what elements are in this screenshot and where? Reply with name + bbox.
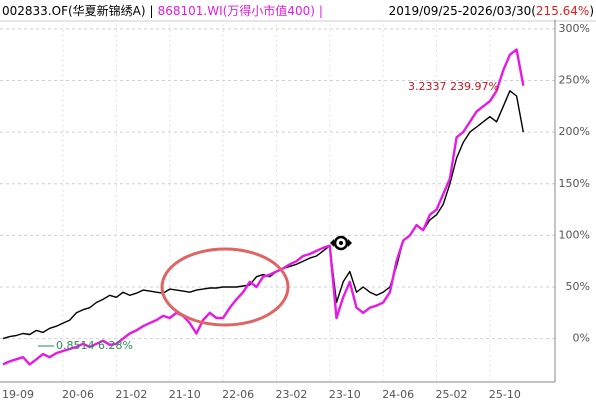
- x-tick-label: 24-06: [382, 388, 414, 401]
- series-line: [2, 90, 524, 340]
- x-tick-label: 19-09: [2, 388, 34, 401]
- header-item: 002833.OF(华夏新锦绣A): [2, 3, 146, 18]
- header-item: |: [150, 4, 154, 18]
- x-tick-label: 21-02: [115, 388, 147, 401]
- annotation: 3.2337 239.97%: [408, 80, 499, 93]
- y-tick-label: 200%: [559, 125, 590, 138]
- x-tick-label: 22-06: [222, 388, 254, 401]
- x-tick-label: 21-10: [169, 388, 201, 401]
- y-tick-label: 100%: [559, 228, 590, 241]
- y-tick-label: 250%: [559, 74, 590, 87]
- range-part: 215.64%: [536, 4, 589, 18]
- series-line: [2, 48, 525, 366]
- x-tick-label: 25-10: [489, 388, 521, 401]
- y-tick-label: 300%: [559, 22, 590, 35]
- x-tick-label: 23-10: [329, 388, 361, 401]
- header-item: |: [319, 4, 323, 18]
- range-part: ): [589, 4, 594, 18]
- range-part: 2019/09/25-2026/03/30(: [389, 4, 536, 18]
- y-tick-label: 150%: [559, 177, 590, 190]
- crosshair-marker: [330, 235, 352, 251]
- x-tick-label: 25-02: [436, 388, 468, 401]
- header-item: 868101.WI(万得小市值400): [158, 3, 315, 18]
- y-tick-label: 50%: [566, 280, 590, 293]
- y-tick-label: 0%: [573, 332, 590, 345]
- header-range: 2019/09/25-2026/03/30(215.64%): [389, 4, 594, 18]
- x-tick-label: 23-02: [275, 388, 307, 401]
- x-tick-label: 20-06: [62, 388, 94, 401]
- highlight-ellipse: [160, 247, 290, 327]
- header-series: 002833.OF(华夏新锦绣A) | 868101.WI(万得小市值400) |: [2, 3, 323, 18]
- annotation: 0.8514 6.28%: [56, 339, 133, 352]
